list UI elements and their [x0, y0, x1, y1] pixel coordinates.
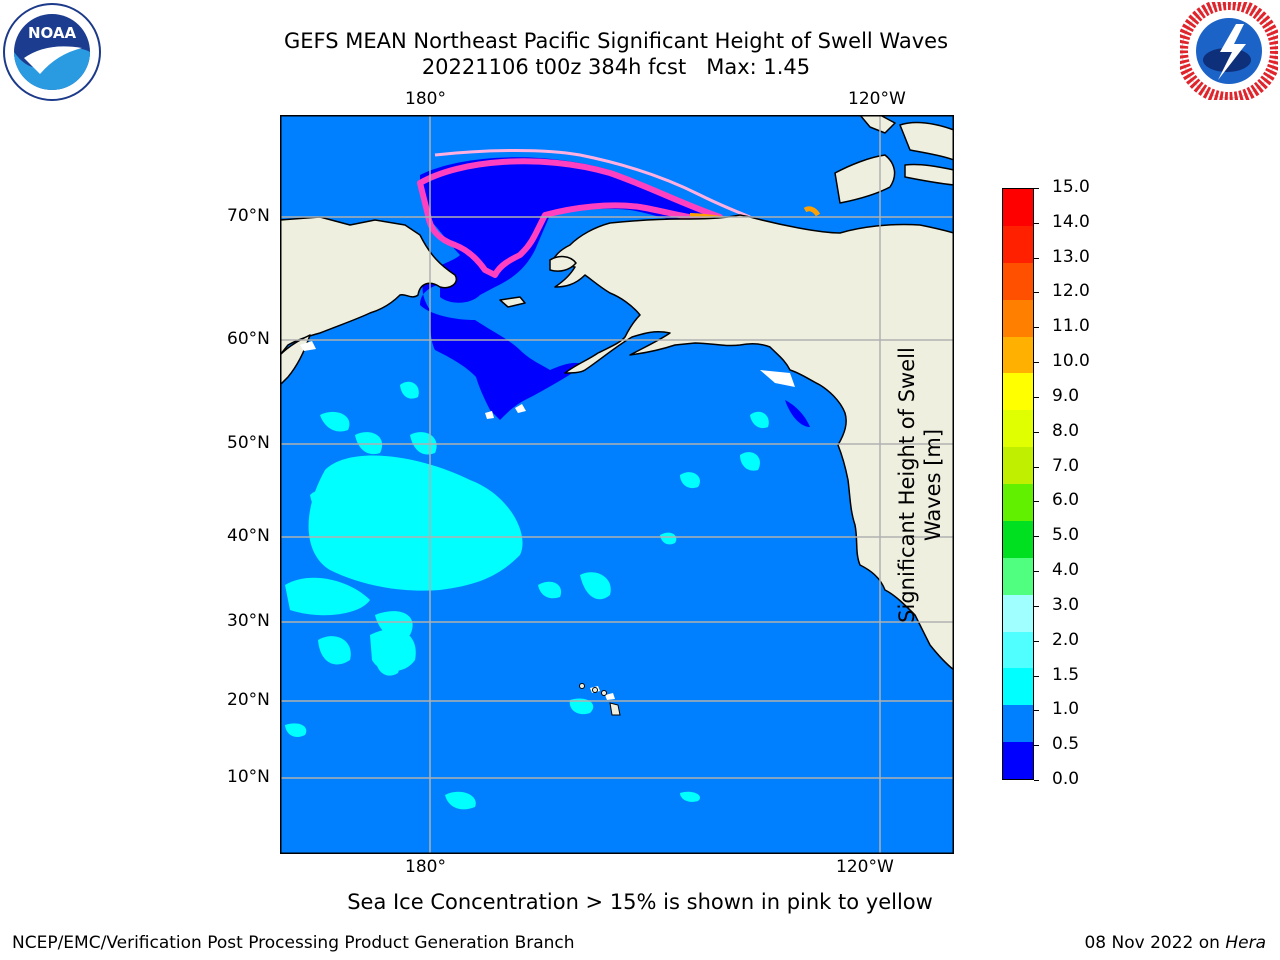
- colorbar-segment: [1003, 631, 1033, 669]
- colorbar-tick-mark: [1034, 222, 1039, 224]
- hawaii-islands: [579, 683, 621, 716]
- colorbar-segment: [1003, 557, 1033, 595]
- colorbar-tick-mark: [1034, 571, 1039, 573]
- colorbar-tick-mark: [1034, 327, 1039, 329]
- colorbar-segment: [1003, 262, 1033, 300]
- colorbar-tick-label: 4.0: [1052, 560, 1080, 581]
- colorbar-tick-mark: [1034, 257, 1039, 259]
- colorbar-segment: [1003, 447, 1033, 484]
- footer-date: 08 Nov 2022 on: [1084, 933, 1226, 953]
- colorbar-tick-mark: [1034, 362, 1039, 364]
- ice-edge: [417, 158, 723, 278]
- colorbar-tick-mark: [1034, 675, 1039, 677]
- lat-label-20n: 20°N: [227, 690, 270, 710]
- colorbar-tick-mark: [1034, 605, 1039, 607]
- colorbar-tick-mark: [1034, 536, 1039, 538]
- colorbar-title-line2: Waves [m]: [921, 428, 945, 542]
- colorbar-tick-label: 7.0: [1052, 455, 1080, 476]
- colorbar-tick-label: 15.0: [1052, 177, 1090, 197]
- colorbar-segment: [1003, 336, 1033, 374]
- colorbar-ticks: 15.0 14.0 13.0 12.0 11.0 10.0 9.0 8.0 7.0 6.0 5.0 4…: [1034, 177, 1100, 790]
- colorbar-tick-label: 0.5: [1052, 734, 1080, 755]
- lat-label-10n: 10°N: [227, 767, 270, 787]
- colorbar-tick-label: 1.5: [1052, 664, 1080, 685]
- colorbar-tick-label: 10.0: [1052, 351, 1090, 372]
- lat-label-70n: 70°N: [227, 206, 270, 226]
- colorbar-tick-label: 0.0: [1052, 769, 1080, 789]
- colorbar-tick-label: 1.0: [1052, 699, 1080, 720]
- swell-patches: [285, 381, 769, 810]
- colorbar-segment: [1003, 520, 1033, 558]
- colorbar-tick-mark: [1034, 640, 1039, 642]
- lon-label-top-120w: 120°W: [848, 89, 906, 109]
- ice-edge-outer: [434, 148, 751, 219]
- map-panel: [280, 115, 954, 854]
- colorbar-segment: [1003, 410, 1033, 448]
- lat-label-40n: 40°N: [227, 526, 270, 546]
- colorbar-tick-label: 6.0: [1052, 490, 1080, 511]
- lon-label-bottom-180: 180°: [405, 857, 446, 877]
- lon-label-top-180: 180°: [405, 89, 446, 109]
- colorbar: [1002, 188, 1034, 780]
- sea-ice-note: Sea Ice Concentration > 15% is shown in …: [347, 890, 933, 914]
- colorbar-tick-mark: [1034, 710, 1039, 712]
- footer-left: NCEP/EMC/Verification Post Processing Pr…: [12, 933, 575, 953]
- footer-right: 08 Nov 2022 on Hera: [1084, 933, 1266, 953]
- noaa-logo-text: NOAA: [28, 24, 77, 42]
- colorbar-tick-mark: [1034, 431, 1039, 433]
- colorbar-segment: [1003, 484, 1033, 521]
- colorbar-segment: [1003, 594, 1033, 632]
- colorbar-tick-label: 5.0: [1052, 525, 1080, 546]
- nws-logo: [1180, 2, 1278, 100]
- lon-label-bottom-120w: 120°W: [836, 857, 894, 877]
- colorbar-tick-label: 14.0: [1052, 211, 1090, 232]
- colorbar-segment: [1003, 705, 1033, 743]
- ice-covered-water: [420, 157, 710, 420]
- colorbar-tick-label: 13.0: [1052, 246, 1090, 267]
- chart-subtitle: 20221106 t00z 384h fcst Max: 1.45: [421, 55, 811, 79]
- colorbar-tick-label: 3.0: [1052, 594, 1080, 615]
- graticule: [280, 115, 954, 854]
- colorbar-tick-label: 12.0: [1052, 281, 1090, 302]
- colorbar-tick-mark: [1034, 188, 1039, 189]
- colorbar-tick-label: 8.0: [1052, 420, 1080, 441]
- lat-label-50n: 50°N: [227, 433, 270, 453]
- lat-label-30n: 30°N: [227, 611, 270, 631]
- colorbar-segment: [1003, 668, 1033, 706]
- small-islands: [300, 341, 795, 700]
- colorbar-tick-mark: [1034, 780, 1039, 781]
- colorbar-title: Significant Height of Swell Waves [m]: [894, 285, 946, 685]
- colorbar-segment: [1003, 189, 1033, 226]
- colorbar-title-line1: Significant Height of Swell: [895, 347, 919, 623]
- noaa-logo: NOAA: [3, 3, 101, 101]
- colorbar-tick-mark: [1034, 466, 1039, 468]
- colorbar-segment: [1003, 373, 1033, 411]
- chart-title: GEFS MEAN Northeast Pacific Significant …: [283, 29, 949, 53]
- colorbar-tick-mark: [1034, 501, 1039, 503]
- colorbar-segment: [1003, 225, 1033, 263]
- colorbar-tick-mark: [1034, 396, 1039, 398]
- colorbar-segment: [1003, 742, 1033, 779]
- colorbar-tick-mark: [1034, 292, 1039, 294]
- lat-label-60n: 60°N: [227, 329, 270, 349]
- colorbar-tick-label: 9.0: [1052, 385, 1080, 406]
- map-frame: [280, 115, 954, 854]
- colorbar-segment: [1003, 299, 1033, 337]
- footer-machine: Hera: [1225, 933, 1266, 953]
- colorbar-tick-label: 11.0: [1052, 316, 1090, 337]
- colorbar-tick-label: 2.0: [1052, 629, 1080, 650]
- colorbar-tick-mark: [1034, 745, 1039, 747]
